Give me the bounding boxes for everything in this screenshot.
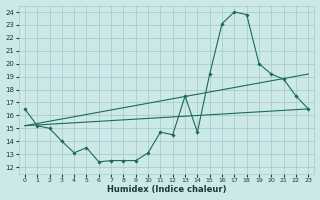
X-axis label: Humidex (Indice chaleur): Humidex (Indice chaleur) bbox=[107, 185, 226, 194]
